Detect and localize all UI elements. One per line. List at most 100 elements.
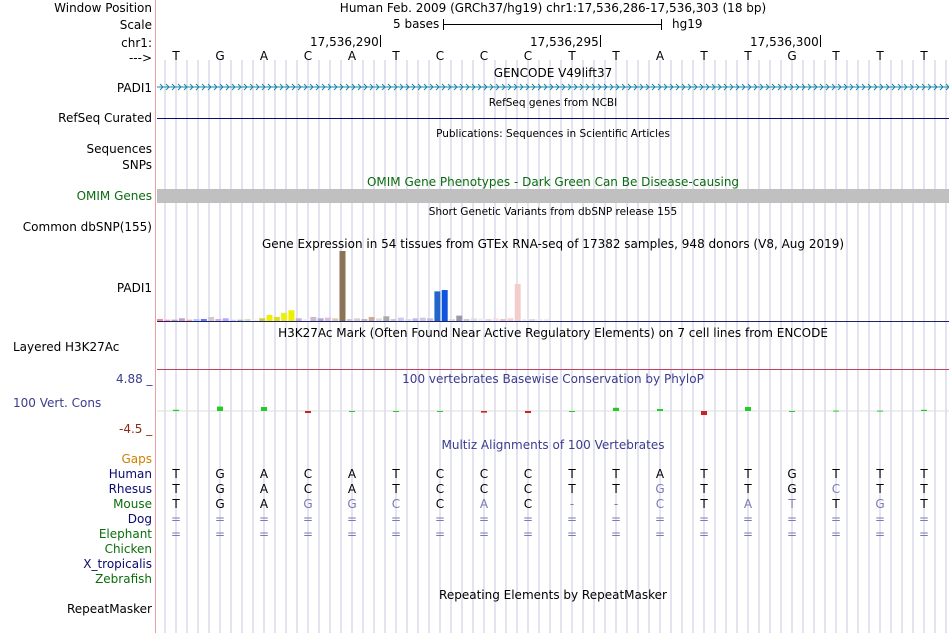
h3k27ac-track-label[interactable]: Layered H3K27Ac bbox=[13, 340, 120, 354]
publications-sequences-label[interactable]: Sequences bbox=[86, 142, 152, 156]
gtex-tissue-bar[interactable] bbox=[427, 318, 434, 321]
gtex-tissue-bar[interactable] bbox=[470, 318, 477, 321]
gtex-tissue-bar[interactable] bbox=[507, 318, 514, 321]
repeatmasker-track-title[interactable]: Repeating Elements by RepeatMasker bbox=[439, 588, 667, 602]
gtex-tissue-bar[interactable] bbox=[449, 318, 455, 321]
gtex-tissue-bar[interactable] bbox=[303, 318, 309, 321]
gtex-tissue-bar[interactable] bbox=[171, 319, 178, 321]
gtex-tissue-bar[interactable] bbox=[376, 318, 382, 321]
gtex-tissue-bar[interactable] bbox=[178, 318, 185, 321]
gtex-track-title[interactable]: Gene Expression in 54 tissues from GTEx … bbox=[261, 237, 845, 251]
gtex-tissue-bar[interactable] bbox=[157, 318, 163, 321]
alignment-base: - bbox=[569, 497, 575, 511]
multiz-track-title[interactable]: Multiz Alignments of 100 Vertebrates bbox=[441, 438, 665, 452]
strand-chevron bbox=[279, 83, 284, 91]
gtex-tissue-bar[interactable] bbox=[500, 318, 507, 321]
gtex-tissue-bar[interactable] bbox=[288, 310, 295, 321]
gtex-tissue-bar[interactable] bbox=[478, 318, 485, 321]
h3k27ac-track-title[interactable]: H3K27Ac Mark (Often Found Near Active Re… bbox=[278, 326, 828, 340]
species-label[interactable]: X_tropicalis bbox=[83, 557, 152, 571]
gtex-tissue-bar[interactable] bbox=[186, 319, 193, 321]
alignment-base: C bbox=[479, 467, 489, 481]
alignment-base: A bbox=[743, 497, 753, 511]
gtex-tissue-bar[interactable] bbox=[536, 318, 543, 321]
refseq-track-title[interactable]: RefSeq genes from NCBI bbox=[488, 97, 618, 109]
gtex-tissue-bar[interactable] bbox=[317, 318, 324, 321]
species-label[interactable]: Elephant bbox=[98, 527, 152, 541]
gtex-tissue-bar[interactable] bbox=[441, 290, 448, 321]
assembly-position[interactable]: Human Feb. 2009 (GRCh37/hg19) chr1:17,53… bbox=[339, 1, 767, 15]
gtex-tissue-bar[interactable] bbox=[390, 318, 397, 321]
species-label[interactable]: Zebrafish bbox=[95, 572, 152, 586]
gtex-tissue-bar[interactable] bbox=[193, 318, 200, 321]
gtex-tissue-bar[interactable] bbox=[463, 318, 470, 321]
gtex-tissue-bar[interactable] bbox=[397, 317, 404, 321]
gtex-tissue-bar[interactable] bbox=[251, 319, 258, 321]
species-label[interactable]: Mouse bbox=[113, 497, 152, 511]
refseq-track-label[interactable]: RefSeq Curated bbox=[58, 111, 152, 125]
gtex-tissue-bar[interactable] bbox=[324, 317, 331, 321]
gtex-tissue-bar[interactable] bbox=[339, 251, 346, 321]
phylop-track-label[interactable]: 100 Vert. Cons bbox=[13, 396, 102, 410]
gtex-tissue-bar[interactable] bbox=[412, 318, 419, 321]
gtex-tissue-bar[interactable] bbox=[237, 319, 244, 321]
phylop-track-title[interactable]: 100 vertebrates Basewise Conservation by… bbox=[402, 372, 704, 386]
gtex-tissue-bar[interactable] bbox=[266, 314, 273, 321]
gtex-tissue-bar[interactable] bbox=[405, 318, 412, 321]
gtex-tissue-bar[interactable] bbox=[332, 318, 339, 321]
gaps-label[interactable]: Gaps bbox=[121, 452, 152, 466]
gtex-tissue-bar[interactable] bbox=[244, 318, 251, 321]
gtex-tissue-bar[interactable] bbox=[164, 319, 171, 321]
species-label[interactable]: Chicken bbox=[104, 542, 152, 556]
alignment-base: T bbox=[172, 482, 180, 496]
omim-phenotype-bar[interactable] bbox=[157, 189, 949, 203]
phylop-conservation-plot[interactable] bbox=[157, 396, 949, 426]
species-label[interactable]: Rhesus bbox=[108, 482, 152, 496]
gtex-tissue-bar[interactable] bbox=[434, 291, 441, 321]
snps-label[interactable]: SNPs bbox=[122, 158, 152, 172]
gtex-tissue-bar[interactable] bbox=[346, 318, 353, 321]
publications-track-title[interactable]: Publications: Sequences in Scientific Ar… bbox=[436, 128, 670, 140]
gencode-gene-padi1[interactable] bbox=[157, 80, 949, 94]
gtex-tissue-bar[interactable] bbox=[529, 318, 536, 321]
gtex-tissue-bar[interactable] bbox=[208, 316, 215, 321]
gtex-tissue-bar[interactable] bbox=[354, 318, 361, 321]
repeatmasker-track-label[interactable]: RepeatMasker bbox=[66, 602, 152, 616]
gtex-tissue-bar[interactable] bbox=[522, 318, 528, 321]
gtex-tissue-bar[interactable] bbox=[259, 318, 266, 321]
gtex-tissue-bar[interactable] bbox=[222, 318, 229, 321]
gtex-tissue-bar[interactable] bbox=[273, 316, 280, 321]
omim-track-title[interactable]: OMIM Gene Phenotypes - Dark Green Can Be… bbox=[366, 175, 740, 189]
gtex-tissue-bar[interactable] bbox=[310, 316, 317, 321]
strand-chevron bbox=[945, 83, 949, 91]
gencode-track-title[interactable]: GENCODE V49lift37 bbox=[493, 66, 613, 80]
strand-chevron bbox=[807, 83, 812, 91]
gtex-tissue-bar[interactable] bbox=[361, 318, 368, 321]
omim-track-label[interactable]: OMIM Genes bbox=[76, 189, 152, 203]
strand-chevron bbox=[489, 83, 494, 91]
species-label[interactable]: Human bbox=[108, 467, 152, 481]
strand-chevron bbox=[561, 83, 566, 91]
gtex-tissue-bar[interactable] bbox=[230, 319, 236, 321]
gtex-tissue-bar[interactable] bbox=[368, 316, 375, 321]
gtex-tissue-bar[interactable] bbox=[485, 318, 492, 321]
alignment-base: A bbox=[347, 482, 357, 496]
gtex-tissue-bar[interactable] bbox=[215, 318, 222, 321]
gtex-tissue-bar[interactable] bbox=[492, 318, 499, 321]
species-label[interactable]: Dog bbox=[127, 512, 152, 526]
gtex-expression-chart[interactable] bbox=[157, 251, 949, 323]
gtex-tissue-bar[interactable] bbox=[543, 318, 550, 321]
gtex-tissue-bar[interactable] bbox=[419, 317, 426, 321]
dbsnp-track-label[interactable]: Common dbSNP(155) bbox=[22, 220, 152, 234]
gtex-track-label[interactable]: PADI1 bbox=[116, 281, 152, 295]
gtex-tissue-bar[interactable] bbox=[281, 312, 288, 321]
gtex-tissue-bar[interactable] bbox=[456, 315, 463, 321]
gtex-tissue-bar[interactable] bbox=[200, 318, 207, 321]
strand-chevron bbox=[567, 83, 572, 91]
gtex-tissue-bar[interactable] bbox=[514, 283, 521, 321]
refseq-gene-line[interactable] bbox=[157, 118, 949, 119]
gtex-tissue-bar[interactable] bbox=[295, 318, 302, 321]
gencode-track-label[interactable]: PADI1 bbox=[116, 81, 152, 95]
dbsnp-track-title[interactable]: Short Genetic Variants from dbSNP releas… bbox=[428, 206, 678, 218]
gtex-tissue-bar[interactable] bbox=[383, 316, 390, 321]
